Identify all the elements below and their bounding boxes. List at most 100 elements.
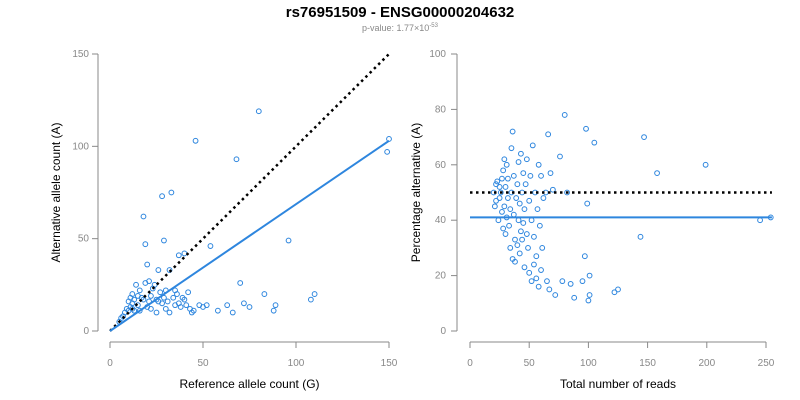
- right-data-point: [583, 125, 589, 132]
- left-data-point: [285, 237, 292, 244]
- right-data-point: [496, 195, 503, 201]
- right-data-point: [500, 225, 507, 232]
- right-x-tick-label: 200: [698, 358, 715, 369]
- right-data-point: [546, 286, 553, 293]
- right-data-point: [549, 186, 556, 193]
- left-data-point: [131, 307, 138, 314]
- left-data-point: [144, 261, 151, 268]
- left-data-point: [175, 252, 182, 259]
- left-data-point: [129, 291, 136, 297]
- right-data-point: [521, 264, 528, 271]
- right-data-point: [615, 286, 621, 293]
- right-data-point: [529, 142, 536, 149]
- right-data-point: [509, 128, 516, 135]
- right-data-point: [493, 197, 499, 204]
- left-data-point: [237, 280, 244, 286]
- left-x-axis-label: Reference allele count (G): [179, 377, 319, 391]
- pvalue-exponent: -53: [429, 23, 438, 29]
- right-data-point: [497, 189, 504, 196]
- left-data-point: [241, 300, 247, 307]
- right-data-point: [591, 139, 598, 146]
- left-data-point: [136, 287, 143, 294]
- left-data-point: [255, 108, 262, 115]
- right-data-point: [637, 233, 644, 240]
- right-data-point: [522, 181, 529, 188]
- right-x-tick-label: 50: [524, 358, 536, 369]
- right-y-tick-label: 40: [435, 215, 447, 226]
- right-data-point: [516, 250, 523, 257]
- right-data-point: [510, 172, 517, 179]
- right-data-point: [538, 172, 544, 179]
- right-data-point: [510, 211, 517, 218]
- left-data-point: [162, 305, 169, 312]
- left-y-axis-label: Alternative allele count (A): [49, 122, 63, 262]
- left-data-point: [170, 294, 177, 301]
- right-data-point: [539, 245, 546, 251]
- left-data-point: [233, 156, 240, 163]
- left-y-tick-label: 0: [83, 326, 89, 337]
- right-data-point: [499, 208, 505, 215]
- right-data-point: [561, 112, 568, 118]
- left-data-point: [192, 137, 199, 144]
- right-data-point: [585, 297, 592, 304]
- right-data-point: [557, 153, 563, 160]
- right-data-point: [504, 195, 511, 201]
- right-data-point: [547, 170, 554, 177]
- right-data-point: [552, 292, 559, 298]
- right-data-point: [611, 289, 618, 296]
- right-data-point: [526, 197, 533, 204]
- right-data-point: [545, 131, 552, 138]
- right-data-point: [544, 278, 550, 285]
- left-scatter-panel: 0 50 100 150 0 50 100 150 Reference allele count…: [49, 49, 398, 391]
- right-data-point: [567, 281, 574, 287]
- left-data-point: [270, 307, 277, 314]
- right-data-point: [493, 181, 499, 188]
- left-x-tick-label: 0: [107, 358, 113, 369]
- left-data-point: [203, 302, 210, 309]
- pvalue-subtitle: p-value: 1.77×10-53: [0, 23, 800, 33]
- left-data-point: [159, 193, 165, 200]
- right-x-tick-label: 100: [580, 358, 597, 369]
- right-data-point: [528, 278, 535, 285]
- left-fit-line: [109, 139, 390, 332]
- left-data-point: [155, 267, 162, 273]
- right-y-tick-label: 0: [440, 326, 446, 337]
- right-data-point: [515, 217, 522, 224]
- right-data-point: [533, 275, 540, 282]
- right-data-point: [520, 220, 527, 226]
- right-data-point: [521, 206, 528, 213]
- left-x-tick-label: 50: [197, 358, 209, 369]
- right-data-point: [520, 170, 527, 177]
- right-data-point: [507, 245, 514, 251]
- left-reference-line: [109, 53, 390, 332]
- right-data-point: [533, 253, 540, 260]
- right-x-tick-label: 150: [639, 358, 656, 369]
- left-data-point: [246, 304, 253, 310]
- right-data-point: [523, 231, 530, 237]
- right-x-tick-label: 250: [758, 358, 775, 369]
- left-data-point: [190, 307, 197, 314]
- left-data-point: [136, 307, 143, 314]
- right-data-point: [581, 253, 588, 260]
- right-data-point: [504, 175, 511, 182]
- right-data-point: [523, 156, 530, 163]
- left-data-point: [384, 148, 391, 155]
- right-y-tick-label: 100: [429, 49, 446, 60]
- left-y-tick-label: 50: [78, 234, 90, 245]
- right-data-point: [579, 278, 586, 285]
- right-data-point: [514, 181, 521, 188]
- right-data-point: [559, 278, 566, 285]
- left-data-point: [311, 291, 318, 297]
- right-data-point: [501, 203, 508, 210]
- right-data-point: [586, 272, 593, 279]
- right-data-point: [496, 184, 503, 190]
- right-data-point: [527, 172, 534, 179]
- left-data-point: [174, 291, 180, 297]
- right-data-point: [586, 292, 593, 298]
- right-data-point: [502, 184, 509, 190]
- left-data-point: [307, 296, 314, 303]
- right-data-point: [499, 175, 505, 182]
- right-data-point: [536, 222, 543, 229]
- right-data-point: [515, 159, 522, 165]
- right-data-point: [512, 258, 518, 265]
